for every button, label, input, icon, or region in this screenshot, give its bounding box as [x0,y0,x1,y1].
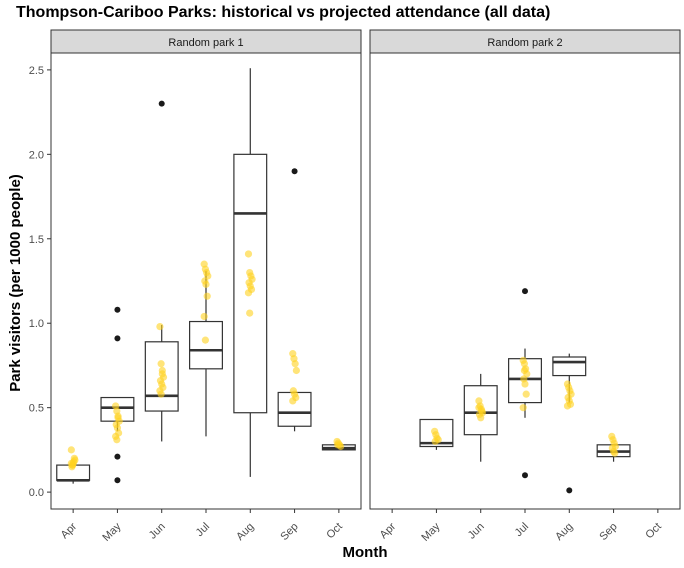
outlier-point [158,100,165,107]
projected-point [67,446,75,454]
y-tick-label: 2.0 [29,149,44,161]
outlier-point [522,472,528,479]
x-tick-label: May [100,520,124,544]
y-tick-label: 1.0 [29,318,44,330]
projected-points-sep [289,350,300,405]
x-tick-label: Sep [278,521,300,543]
box-iqr [463,385,498,436]
projected-point [477,414,485,422]
projected-point [611,449,619,457]
projected-point [334,441,342,449]
projected-points-jun [475,397,487,422]
outlier-point [114,453,121,460]
outlier-point [114,477,121,484]
box-iqr [144,341,179,412]
box-aug [233,68,268,477]
projected-point [289,397,297,405]
x-tick-label: Oct [643,521,664,542]
panel-border [369,52,681,510]
projected-points-oct [333,437,345,451]
projected-point [291,360,299,368]
projected-point [156,323,164,331]
projected-point [244,289,253,297]
projected-points-jul [519,356,531,412]
x-tick-label: Aug [234,521,256,543]
projected-points-aug [563,380,575,410]
projected-point [475,404,483,412]
projected-points-jun [156,323,168,398]
y-axis-title: Park visitors (per 1000 people) [7,174,24,392]
projected-point [431,437,439,446]
x-tick-label: Sep [597,521,619,543]
outlier-point [566,487,573,494]
projected-point [519,404,527,412]
box-iqr [552,356,587,377]
projected-points-aug [244,250,256,317]
x-tick-label: Apr [378,520,399,541]
projected-point [203,292,211,300]
projected-point [201,336,209,344]
projected-point [200,312,208,321]
projected-point [522,390,530,398]
projected-point [520,366,529,375]
x-tick-label: Jul [194,521,212,539]
x-tick-label: Aug [553,521,575,543]
projected-points-apr [67,446,79,471]
projected-points-jul [200,260,212,344]
outlier-point [291,168,298,175]
projected-point [157,360,165,368]
projected-point [158,370,166,378]
box-iqr [189,320,223,370]
y-tick-label: 0.0 [29,487,44,499]
projected-point [70,454,78,462]
facet-strip-label: Random park 2 [487,37,562,49]
x-tick-label: Jul [513,521,531,539]
projected-points-may [112,402,123,444]
projected-point [113,436,121,444]
projected-point [157,390,165,398]
y-tick-label: 0.5 [29,403,44,415]
projected-point [244,250,253,258]
x-tick-label: May [419,520,443,544]
y-tick-label: 2.5 [29,65,44,77]
projected-point [292,366,300,375]
outlier-point [522,288,528,295]
x-tick-label: Apr [59,520,80,541]
box-iqr [419,418,454,448]
chart-title: Thompson-Cariboo Parks: historical vs pr… [16,4,551,21]
x-tick-label: Jun [147,521,168,542]
y-tick-label: 1.5 [29,234,44,246]
projected-point [202,280,210,288]
projected-points-sep [608,432,619,457]
projected-point [563,402,572,410]
panel-1: Random park 1 Apr May Jun Jul Aug Sep Oct [50,29,362,544]
outlier-point [114,335,121,342]
panel-2: Random park 2 Apr May Jun Jul Aug Sep Oct [369,29,681,544]
projected-point [68,461,77,469]
facet-strip-label: Random park 1 [168,37,243,49]
projected-points-may [431,427,442,446]
box-aug [552,353,587,494]
outlier-point [114,306,121,313]
x-tick-label: Jun [466,521,487,542]
projected-point [114,414,122,422]
projected-point [521,380,529,388]
box-iqr [233,153,268,414]
projected-point [246,309,254,317]
x-axis-title: Month [343,544,388,561]
x-tick-label: Oct [324,521,345,542]
